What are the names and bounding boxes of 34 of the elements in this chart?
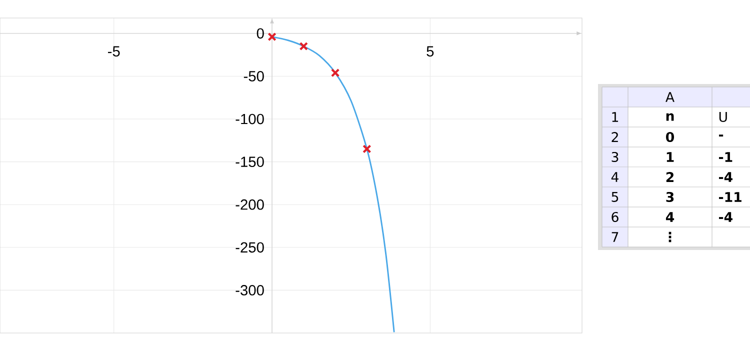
text: 4 bbox=[666, 212, 674, 222]
y-tick-label: -200 bbox=[236, 199, 264, 210]
text: 4 bbox=[611, 172, 618, 182]
point bbox=[330, 68, 340, 78]
x-tick-label: -5 bbox=[108, 46, 120, 57]
text: -4 bbox=[719, 212, 732, 222]
text: U bbox=[719, 112, 727, 122]
text: 5 bbox=[612, 192, 618, 202]
text: ⋮ bbox=[668, 232, 672, 242]
y-tick-label: -250 bbox=[236, 242, 264, 253]
text: 0 bbox=[666, 132, 674, 142]
y-tick-label: -100 bbox=[236, 114, 264, 124]
text: 2 bbox=[666, 172, 674, 182]
text: 3 bbox=[612, 152, 618, 162]
text: A bbox=[666, 92, 674, 102]
text: 6 bbox=[612, 212, 618, 222]
point bbox=[299, 42, 308, 51]
text: 1 bbox=[612, 112, 618, 122]
text: -11 bbox=[719, 192, 742, 202]
text: n bbox=[666, 113, 674, 121]
y-tick-label: -300 bbox=[236, 285, 264, 296]
y-tick-label: -150 bbox=[236, 156, 264, 167]
text: -4 bbox=[719, 172, 732, 182]
text: 3 bbox=[666, 192, 674, 202]
y-tick-label: -50 bbox=[244, 71, 264, 82]
text: - bbox=[719, 134, 724, 137]
y-tick-label: 0 bbox=[256, 28, 264, 39]
text: -1 bbox=[719, 152, 732, 162]
point bbox=[362, 144, 372, 154]
text: 7 bbox=[612, 232, 618, 242]
text: 2 bbox=[612, 132, 618, 142]
text: 1 bbox=[666, 152, 674, 162]
point bbox=[268, 32, 276, 42]
line-series bbox=[271, 36, 395, 333]
